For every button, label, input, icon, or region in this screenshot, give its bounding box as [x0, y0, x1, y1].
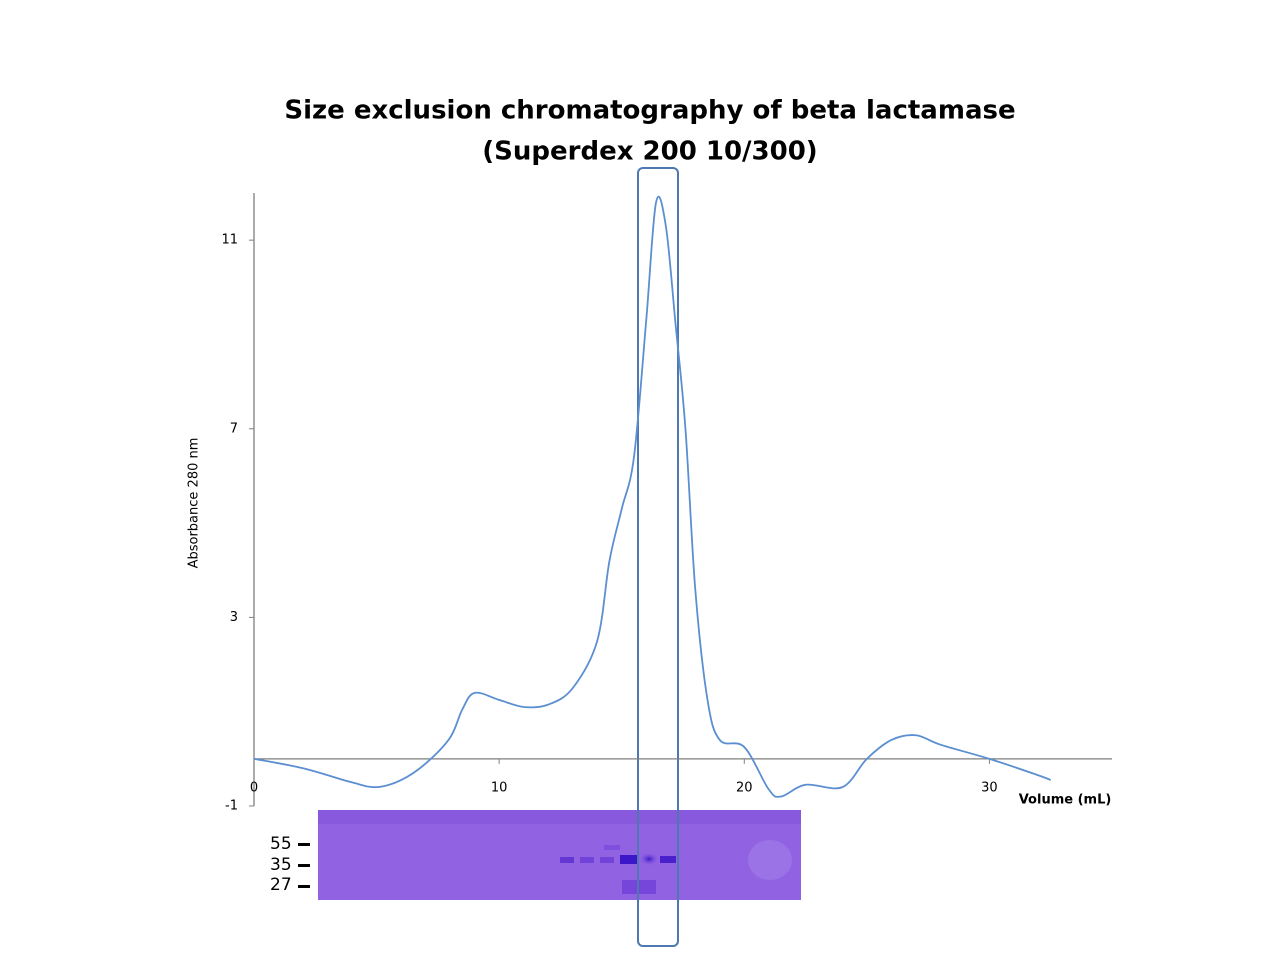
gel-marker-dash — [298, 864, 310, 867]
data-line — [254, 197, 1051, 797]
x-axis-label: Volume (mL) — [1019, 793, 1112, 808]
x-tick-label: 0 — [250, 780, 258, 795]
y-tick-label: 3 — [230, 610, 238, 625]
chart-subtitle: (Superdex 200 10/300) — [482, 137, 817, 167]
x-tick-label: 10 — [491, 780, 508, 795]
chart-title: Size exclusion chromatography of beta la… — [284, 96, 1015, 126]
x-tick-label: 30 — [981, 780, 998, 795]
gel-marker-dash — [298, 843, 310, 846]
y-axis-label: Absorbance 280 nm — [187, 438, 202, 569]
gel-marker-label: 55 — [270, 834, 292, 854]
y-tick-label: -1 — [225, 799, 238, 814]
gel-markers: 55 35 27 — [270, 834, 310, 895]
chart: Size exclusion chromatography of beta la… — [0, 0, 1277, 958]
y-tick-label: 7 — [230, 421, 238, 436]
y-tick-label: 11 — [221, 233, 238, 248]
gel-image — [318, 810, 801, 900]
gel-marker-label: 35 — [270, 855, 292, 875]
gel-marker-label: 27 — [270, 875, 292, 895]
x-tick-label: 20 — [736, 780, 753, 795]
gel-marker-dash — [298, 885, 310, 888]
